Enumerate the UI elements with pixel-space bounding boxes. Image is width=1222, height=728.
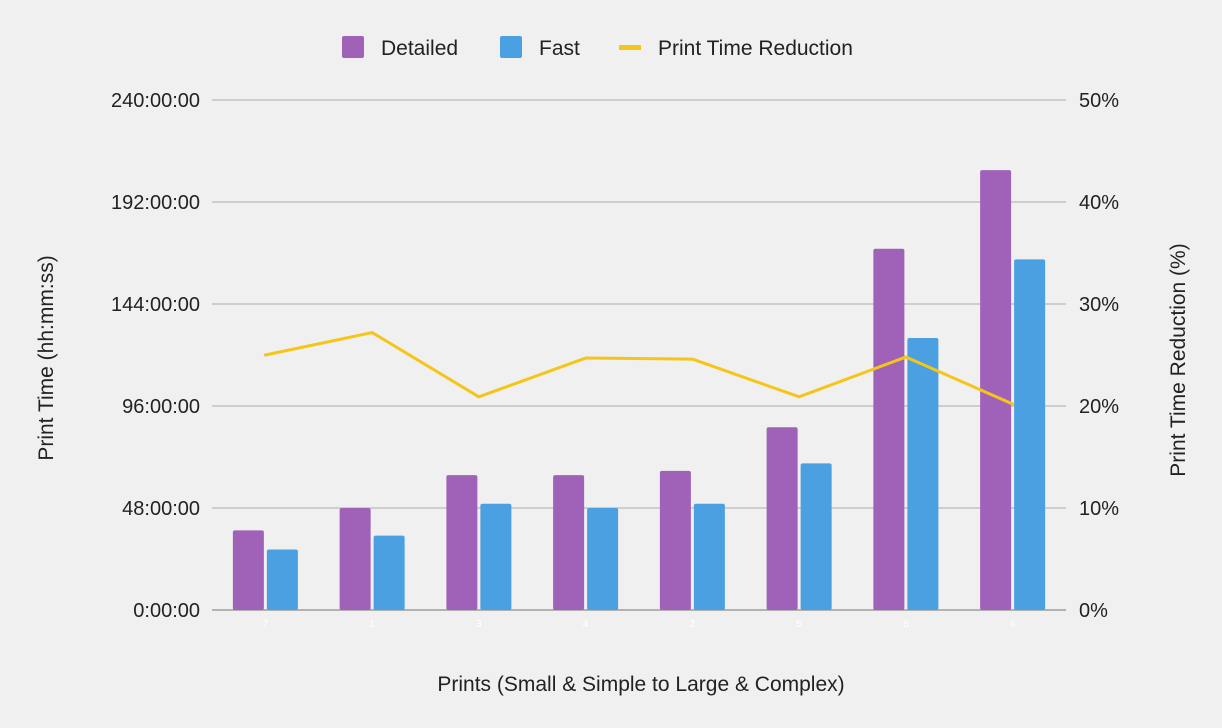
y-axis-title: Print Time (hh:mm:ss) (35, 255, 58, 460)
bar-fast (373, 535, 405, 610)
bar-fast (480, 503, 512, 610)
x-tick-label: 5 (796, 619, 802, 630)
legend-swatch (500, 36, 522, 58)
reduction-line (263, 331, 1015, 406)
x-tick-label: 2 (690, 619, 696, 630)
bar-detailed (553, 475, 585, 610)
legend-swatch (619, 45, 641, 50)
bar-detailed (232, 530, 264, 610)
y2-tick-label: 40% (1079, 192, 1119, 214)
legend-label: Print Time Reduction (658, 37, 853, 60)
category-labels: 7 1 3 4 2 5 8 6 (263, 619, 1016, 630)
y-tick-label: 240:00:00 (111, 90, 200, 112)
x-tick-label: 8 (903, 619, 909, 630)
y2-axis-title: Print Time Reduction (%) (1167, 243, 1190, 476)
bar-fast (587, 508, 619, 610)
bar-detailed (873, 248, 905, 610)
legend-label: Fast (539, 37, 580, 60)
x-axis-title: Prints (Small & Simple to Large & Comple… (437, 673, 844, 696)
bar-fast (266, 549, 298, 610)
x-tick-label: 1 (369, 619, 375, 630)
y-tick-label: 0:00:00 (133, 600, 200, 622)
x-tick-label: 3 (476, 619, 482, 630)
y-tick-label: 96:00:00 (122, 396, 200, 418)
bar-detailed (659, 470, 691, 610)
y-tick-label: 144:00:00 (111, 294, 200, 316)
bar-detailed (766, 427, 798, 610)
bar-fast (907, 338, 939, 610)
legend-swatch (342, 36, 364, 58)
x-tick-label: 7 (263, 619, 269, 630)
bar-fast (800, 463, 832, 610)
y2-tick-label: 30% (1079, 294, 1119, 316)
y-tick-label: 48:00:00 (122, 498, 200, 520)
y-tick-label: 192:00:00 (111, 192, 200, 214)
left-axis-ticks: 0:00:00 48:00:00 96:00:00 144:00:00 192:00:0… (111, 90, 200, 622)
x-tick-label: 4 (583, 619, 589, 630)
y2-tick-label: 50% (1079, 90, 1119, 112)
bars (232, 170, 1046, 610)
legend: Detailed Fast Print Time Reduction (342, 36, 853, 60)
x-tick-label: 6 (1010, 619, 1016, 630)
bar-fast (693, 503, 725, 610)
reduction-line-layer (263, 331, 1015, 406)
bar-detailed (446, 475, 478, 610)
bar-detailed (980, 170, 1012, 610)
legend-label: Detailed (381, 37, 458, 60)
y2-tick-label: 10% (1079, 498, 1119, 520)
right-axis-ticks: 0% 10% 20% 30% 40% 50% (1079, 90, 1119, 622)
y2-tick-label: 0% (1079, 600, 1108, 622)
bar-detailed (339, 508, 371, 610)
y2-tick-label: 20% (1079, 396, 1119, 418)
bar-fast (1014, 259, 1046, 610)
